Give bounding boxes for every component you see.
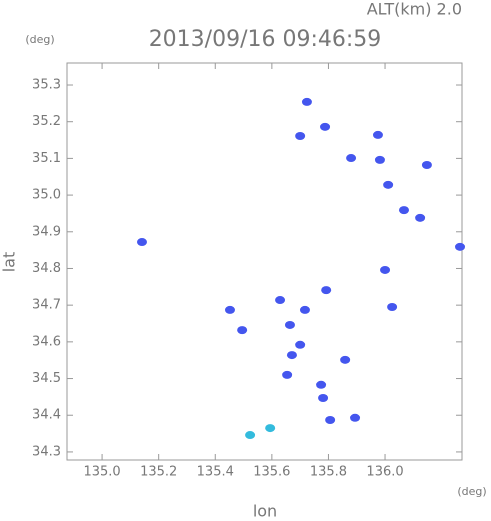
echo-cell (325, 416, 336, 425)
y-tick-label: 34.7 (32, 298, 61, 313)
x-tick-label: 135.2 (140, 465, 177, 480)
echo-cell (284, 320, 295, 329)
y-axis-label: lat (0, 252, 19, 273)
echo-cell (301, 97, 312, 106)
echo-cell (237, 326, 248, 335)
y-tick-label: 34.6 (32, 334, 61, 349)
echo-cell (415, 213, 426, 222)
x-axis-label: lon (253, 502, 277, 521)
echo-cell (421, 161, 432, 170)
altitude-label: ALT(km) 2.0 (367, 0, 462, 19)
echo-cell (383, 180, 394, 189)
chart-title: 2013/09/16 09:46:59 (149, 27, 382, 52)
echo-cell (455, 242, 466, 251)
y-unit: (deg) (25, 33, 54, 46)
echo-cell (372, 130, 383, 139)
y-tick-label: 34.3 (32, 444, 61, 459)
x-tick-label: 136.0 (366, 465, 403, 480)
echo-cell (318, 393, 329, 402)
x-tick-label: 135.6 (253, 465, 290, 480)
echo-cell (299, 305, 310, 314)
x-unit: (deg) (457, 485, 486, 498)
y-tick-label: 35.2 (32, 114, 61, 129)
echo-cell (275, 296, 286, 305)
x-tick-label: 135.0 (83, 465, 120, 480)
y-tick-label: 34.4 (32, 408, 61, 423)
y-tick-label: 35.1 (32, 151, 61, 166)
echo-cell (245, 431, 256, 440)
echo-cell (136, 238, 147, 247)
echo-cell (316, 380, 327, 389)
echo-cell (320, 122, 331, 131)
echo-cell (398, 206, 409, 215)
echo-cell (295, 132, 306, 141)
y-tick-label: 34.9 (32, 224, 61, 239)
echo-cell (340, 355, 351, 364)
echo-cell (350, 413, 361, 422)
echo-cell (282, 370, 293, 379)
echo-cell (387, 302, 398, 311)
y-tick-label: 34.8 (32, 261, 61, 276)
echo-cell (286, 351, 297, 360)
x-tick-label: 135.8 (310, 465, 347, 480)
echo-cell (295, 340, 306, 349)
echo-cell (374, 155, 385, 164)
echo-cell (224, 305, 235, 314)
echo-cell (321, 286, 332, 295)
plot-frame (66, 62, 463, 461)
echo-cell (380, 265, 391, 274)
y-tick-label: 35.0 (32, 188, 61, 203)
echo-cell (265, 424, 276, 433)
echo-cell (346, 154, 357, 163)
x-tick-label: 135.4 (197, 465, 234, 480)
y-tick-label: 35.3 (32, 78, 61, 93)
y-tick-label: 34.5 (32, 371, 61, 386)
